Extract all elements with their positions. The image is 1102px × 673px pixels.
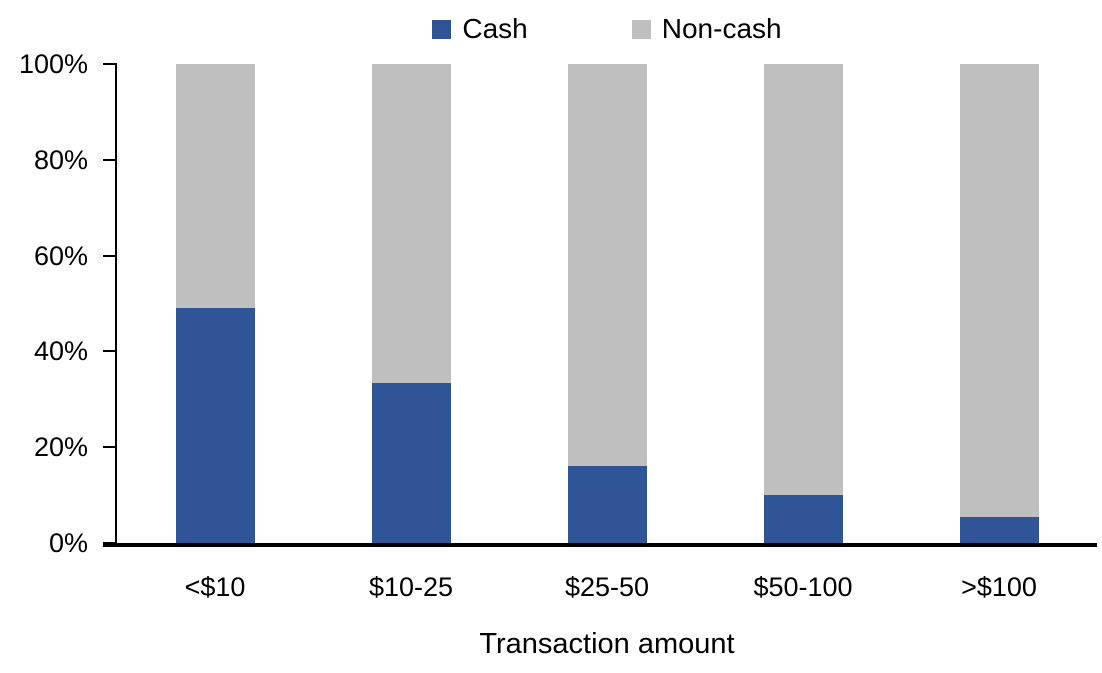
bar-segment-non-cash-1	[371, 64, 451, 383]
legend-swatch-icon	[432, 19, 452, 39]
bar-segment-cash-1	[371, 382, 451, 543]
x-category-label: $25-50	[564, 572, 650, 602]
y-tick-label: 80%	[33, 144, 88, 175]
x-category-label: $10-25	[368, 572, 454, 602]
x-category-label: $50-100	[753, 572, 853, 602]
bar-segment-cash-3	[763, 495, 843, 543]
y-axis-line	[115, 64, 117, 545]
y-tick-mark	[103, 254, 117, 257]
y-tick-mark	[103, 446, 117, 449]
legend-swatch-icon	[631, 19, 651, 39]
y-tick-mark	[103, 158, 117, 161]
y-tick-label: 60%	[33, 240, 88, 271]
legend-label: Cash	[462, 13, 528, 44]
y-tick-mark	[103, 63, 117, 65]
bar-segment-cash-4	[959, 516, 1039, 543]
y-tick-mark	[103, 350, 117, 353]
y-tick-label: 0%	[48, 528, 88, 558]
bar-segment-non-cash-3	[763, 64, 843, 496]
bar-segment-cash-0	[175, 308, 255, 543]
chart-legend: Cash Non-cash	[117, 12, 1097, 46]
x-category-label: >$100	[961, 572, 1037, 602]
bar-segment-cash-2	[567, 466, 647, 543]
y-tick-label: 100%	[18, 49, 88, 79]
x-axis-line	[103, 543, 1097, 547]
y-tick-label: 20%	[33, 432, 88, 463]
bar-segment-non-cash-2	[567, 64, 647, 467]
x-axis-title: Transaction amount	[479, 628, 735, 660]
x-category-label: <$10	[184, 572, 246, 602]
bar-segment-non-cash-0	[175, 64, 255, 309]
y-tick-label: 40%	[33, 336, 88, 367]
legend-item-1: Non-cash	[631, 13, 782, 44]
legend-item-0: Cash	[432, 13, 528, 44]
bar-segment-non-cash-4	[959, 64, 1039, 517]
legend-label: Non-cash	[661, 13, 782, 44]
